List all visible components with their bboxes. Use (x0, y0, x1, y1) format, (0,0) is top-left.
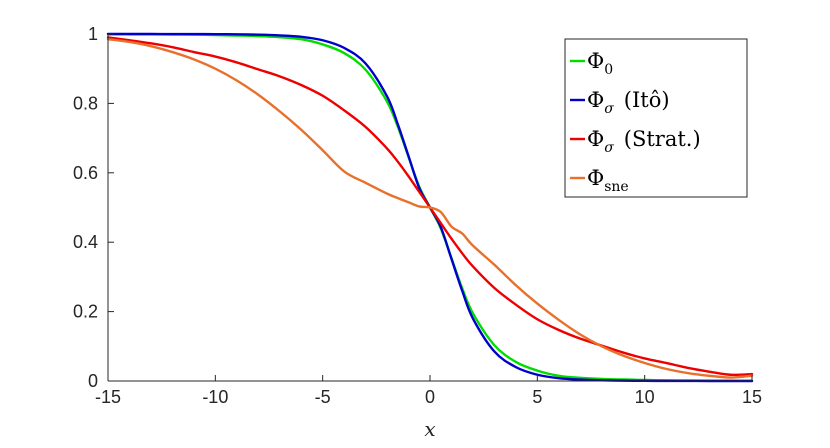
legend-subscript: σ (604, 101, 614, 117)
series-line-3 (106, 38, 754, 379)
legend-suffix: (Strat.) (624, 127, 701, 151)
y-tick-label: 0.4 (73, 232, 98, 252)
axes: -15 -10 -5 0 5 10 15 0 0.2 0.4 0.6 0.8 1 x (73, 24, 762, 441)
legend-entry: Φsne (587, 166, 629, 195)
legend-symbol: Φ (587, 127, 604, 151)
legend-symbol: Φ (587, 49, 604, 73)
y-tick-label: 0.8 (73, 93, 98, 113)
x-tick-label: 5 (532, 387, 542, 407)
y-tick-label: 1 (88, 24, 98, 44)
legend-box (564, 38, 748, 198)
y-tick-label: 0.2 (73, 302, 98, 322)
x-axis-label: x (424, 417, 435, 441)
legend-symbol: Φ (587, 88, 604, 112)
legend-entry: Φ0 (587, 49, 613, 78)
legend-symbol: Φ (587, 166, 604, 190)
x-tick-label: 15 (742, 387, 762, 407)
x-tick-label: -15 (95, 387, 121, 407)
plot-area (106, 32, 754, 383)
legend-suffix: (Itô) (624, 88, 670, 112)
legend-subscript: sne (604, 179, 629, 195)
legend-subscript: σ (604, 140, 614, 156)
legend-subscript: 0 (604, 62, 613, 78)
x-tick-label: -5 (315, 387, 331, 407)
x-tick-label: -10 (202, 387, 228, 407)
y-tick-label: 0 (88, 371, 98, 391)
y-tick-label: 0.6 (73, 163, 98, 183)
x-tick-label: 0 (425, 387, 435, 407)
x-tick-label: 10 (635, 387, 655, 407)
legend-entry: Φσ (Itô) (587, 88, 670, 117)
legend-entry: Φσ (Strat.) (587, 127, 701, 156)
